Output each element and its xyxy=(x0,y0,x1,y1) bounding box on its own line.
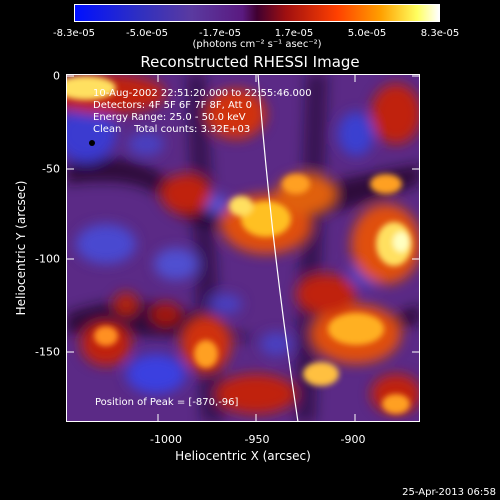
colorbar-tick-1: -8.3e-05 xyxy=(53,28,95,39)
y-tick-4: -150 xyxy=(35,345,60,359)
colorbar xyxy=(74,4,440,22)
solar-limb-line xyxy=(257,74,299,422)
x-tick-1: -1000 xyxy=(150,433,182,446)
annotation-method: Clean Total counts: 3.32E+03 xyxy=(93,124,251,135)
colorbar-tick-3: -1.7e-05 xyxy=(199,28,241,39)
y-tick-3: -100 xyxy=(35,252,60,266)
colorbar-tick-2: -5.0e-05 xyxy=(126,28,168,39)
annotation-time: 10-Aug-2002 22:51:20.000 to 22:55:46.000 xyxy=(93,88,312,99)
x-tick-2: -950 xyxy=(244,433,270,446)
x-axis-label: Heliocentric X (arcsec) xyxy=(175,449,311,463)
annotation-energy: Energy Range: 25.0 - 50.0 keV xyxy=(93,112,246,123)
y-axis-label: Heliocentric Y (arcsec) xyxy=(14,180,28,316)
colorbar-tick-5: 5.0e-05 xyxy=(347,28,387,39)
colorbar-units: (photons cm⁻² s⁻¹ asec⁻²) xyxy=(192,39,322,50)
x-tick-3: -900 xyxy=(340,433,366,446)
colorbar-tick-4: 1.7e-05 xyxy=(274,28,314,39)
colorbar-tick-6: 8.3e-05 xyxy=(420,28,460,39)
y-tick-2: -50 xyxy=(42,162,60,176)
annotation-peak: Position of Peak = [-870,-96] xyxy=(95,397,239,408)
y-tick-1: 0 xyxy=(53,69,60,83)
annotation-detectors: Detectors: 4F 5F 6F 7F 8F, Att 0 xyxy=(93,100,253,111)
peak-marker xyxy=(89,140,95,146)
rhessi-image-map xyxy=(66,74,420,422)
figure-title: Reconstructed RHESSI Image xyxy=(140,53,360,71)
timestamp: 25-Apr-2013 06:58 xyxy=(402,487,496,498)
